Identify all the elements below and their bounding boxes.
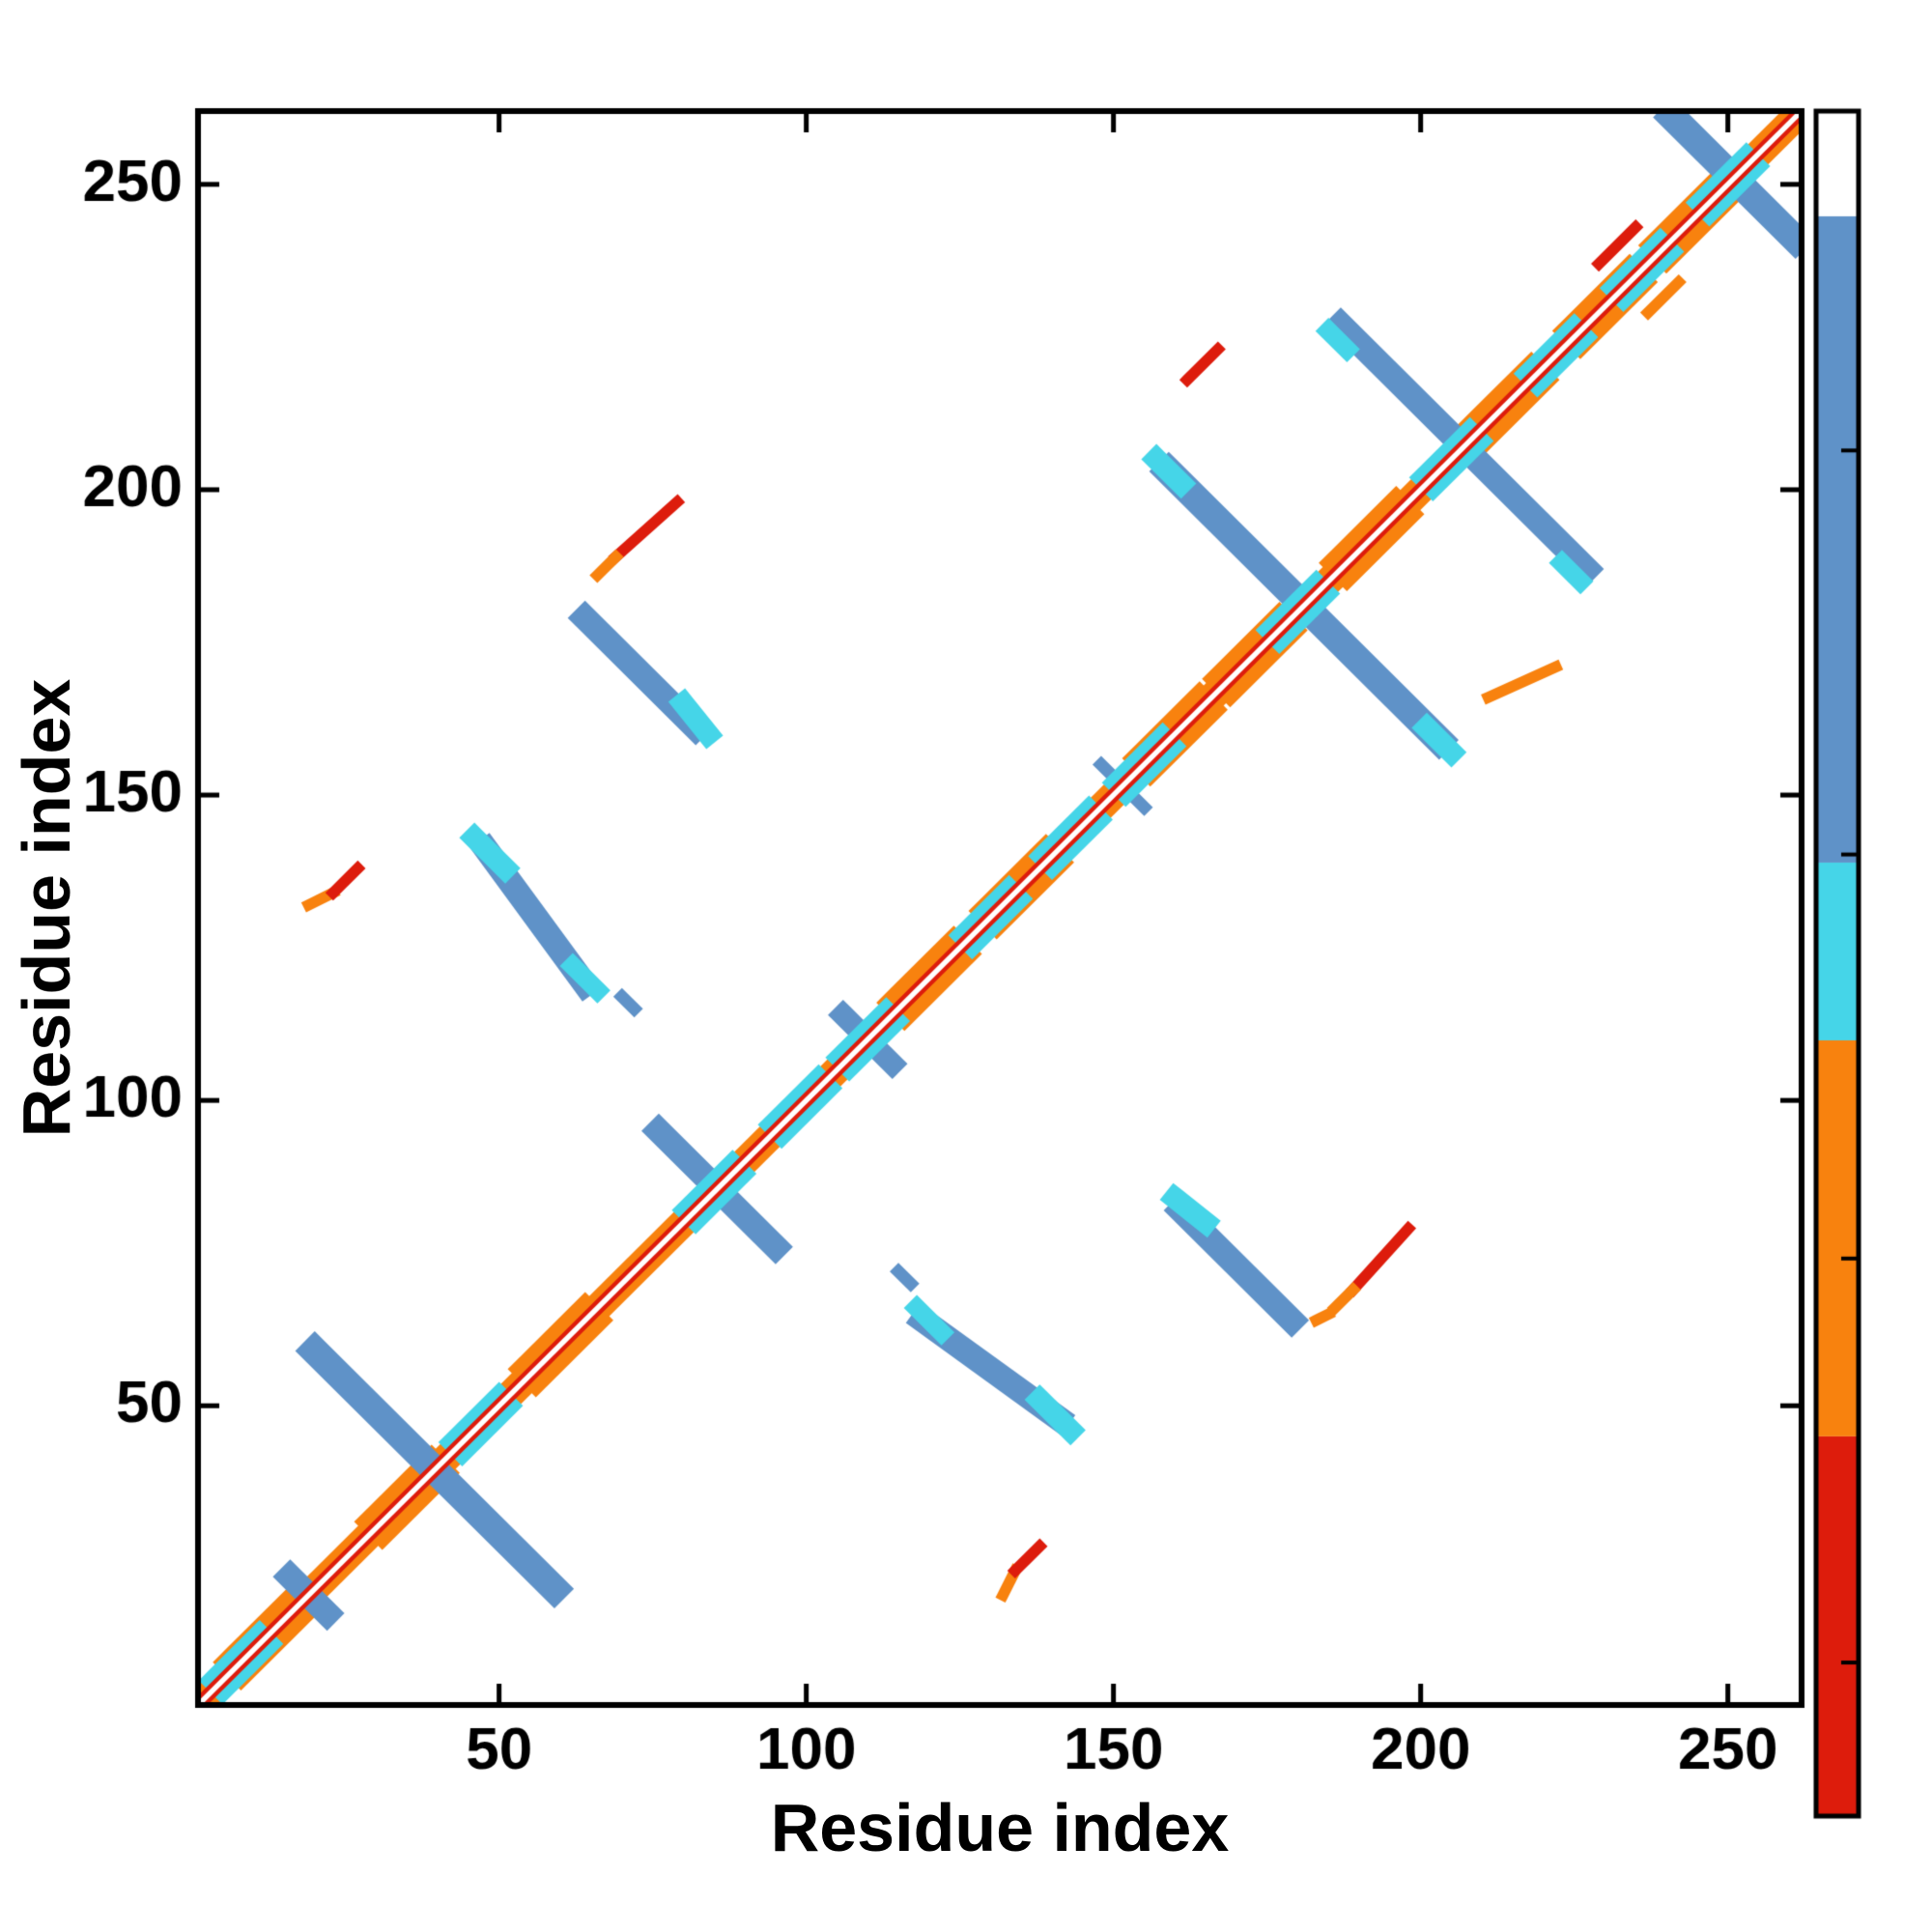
x-axis-title: Residue index [770,1790,1230,1865]
y-axis-title: Residue index [9,678,84,1138]
